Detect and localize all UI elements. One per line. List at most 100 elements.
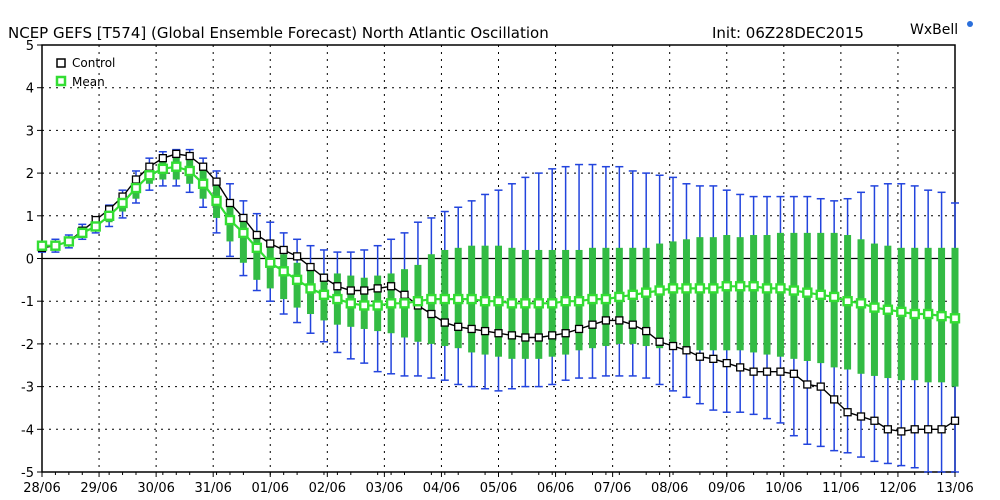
chart-title: NCEP GEFS [T574] (Global Ensemble Foreca… bbox=[8, 24, 549, 42]
y-tick-label: 5 bbox=[26, 39, 34, 54]
x-tick-label: 06/06 bbox=[537, 481, 574, 496]
ensemble-spread-bar bbox=[682, 239, 690, 351]
mean-marker bbox=[479, 296, 491, 307]
control-marker bbox=[897, 427, 906, 436]
control-marker bbox=[306, 262, 315, 272]
control-marker bbox=[843, 408, 852, 417]
x-tick-label: 04/06 bbox=[423, 481, 460, 496]
mean-marker bbox=[855, 298, 867, 309]
legend-mean-marker bbox=[55, 75, 67, 87]
mean-marker bbox=[667, 283, 679, 294]
ensemble-spread-bar bbox=[790, 232, 798, 359]
mean-marker bbox=[117, 197, 128, 209]
control-marker bbox=[427, 309, 436, 319]
ensemble-spread-bar bbox=[709, 237, 717, 351]
y-tick-label: 4 bbox=[26, 82, 34, 97]
control-marker bbox=[574, 324, 584, 334]
control-marker bbox=[883, 425, 893, 434]
control-marker bbox=[454, 322, 463, 331]
x-tick-label: 02/06 bbox=[309, 481, 346, 496]
control-series bbox=[37, 149, 960, 436]
mean-marker bbox=[949, 313, 961, 324]
ensemble-spread-bar bbox=[669, 241, 677, 349]
y-tick-label: -1 bbox=[21, 295, 34, 310]
mean-marker bbox=[291, 274, 303, 286]
control-marker bbox=[601, 316, 611, 325]
control-marker bbox=[494, 329, 503, 338]
mean-marker bbox=[533, 298, 544, 309]
ensemble-spread-bar bbox=[239, 215, 247, 263]
mean-marker bbox=[130, 182, 142, 194]
mean-marker bbox=[412, 296, 424, 307]
brand-name: WxBell bbox=[910, 22, 958, 38]
control-marker bbox=[534, 333, 543, 342]
mean-marker bbox=[466, 293, 477, 305]
mean-marker bbox=[922, 308, 934, 320]
control-marker bbox=[548, 331, 557, 340]
mean-marker bbox=[36, 240, 48, 251]
mean-marker bbox=[90, 221, 101, 232]
control-marker bbox=[292, 252, 302, 261]
mean-marker bbox=[144, 170, 155, 181]
control-marker bbox=[830, 395, 839, 404]
control-marker bbox=[816, 382, 825, 391]
mean-marker bbox=[278, 266, 289, 277]
control-marker bbox=[279, 245, 288, 255]
mean-marker bbox=[197, 178, 209, 189]
mean-marker bbox=[157, 163, 169, 175]
control-marker bbox=[789, 369, 799, 378]
control-marker bbox=[158, 154, 167, 163]
mean-marker bbox=[761, 283, 773, 294]
control-marker bbox=[480, 326, 490, 336]
x-tick-label: 10/06 bbox=[765, 481, 802, 496]
control-marker bbox=[910, 425, 919, 434]
mean-marker bbox=[640, 287, 652, 298]
x-tick-label: 12/06 bbox=[879, 481, 916, 496]
y-tick-label: 0 bbox=[26, 253, 34, 268]
mean-marker bbox=[77, 227, 88, 239]
control-marker bbox=[628, 320, 637, 329]
mean-marker bbox=[654, 285, 665, 296]
control-marker bbox=[400, 290, 409, 299]
ensemble-spread-bar bbox=[763, 235, 771, 355]
control-marker bbox=[668, 341, 678, 351]
control-marker bbox=[709, 354, 718, 363]
mean-marker bbox=[828, 291, 840, 303]
x-tick-label: 28/06 bbox=[23, 481, 60, 496]
mean-marker bbox=[520, 298, 531, 309]
mean-series bbox=[36, 161, 961, 324]
mean-marker bbox=[318, 289, 330, 300]
ensemble-spread-bar bbox=[723, 235, 731, 351]
mean-marker bbox=[694, 283, 706, 294]
control-marker bbox=[131, 175, 141, 184]
mean-marker bbox=[882, 304, 894, 315]
brand-logo: WxBell bbox=[910, 21, 973, 38]
control-marker bbox=[198, 162, 208, 171]
control-marker bbox=[722, 358, 731, 368]
y-tick-label: 3 bbox=[26, 124, 34, 139]
control-marker bbox=[950, 416, 960, 425]
x-tick-label: 07/06 bbox=[594, 481, 631, 496]
control-marker bbox=[615, 316, 624, 325]
mean-marker bbox=[627, 289, 638, 300]
mean-marker bbox=[708, 283, 719, 294]
control-marker bbox=[386, 282, 396, 291]
control-marker bbox=[655, 337, 664, 346]
control-marker bbox=[266, 239, 275, 248]
x-tick-label: 09/06 bbox=[708, 481, 745, 496]
legend: Control Mean bbox=[55, 56, 115, 89]
control-marker bbox=[561, 329, 570, 338]
y-tick-label: -3 bbox=[21, 381, 34, 396]
control-marker bbox=[252, 230, 261, 240]
ensemble-spread-bar bbox=[253, 230, 261, 280]
x-tick-label: 11/06 bbox=[822, 481, 859, 496]
control-marker bbox=[736, 363, 745, 372]
mean-marker bbox=[788, 285, 800, 296]
control-marker bbox=[521, 333, 530, 342]
mean-marker bbox=[573, 296, 585, 307]
control-marker bbox=[360, 286, 369, 295]
control-marker bbox=[239, 213, 248, 223]
mean-marker bbox=[103, 210, 115, 222]
x-tick-label: 08/06 bbox=[651, 481, 688, 496]
